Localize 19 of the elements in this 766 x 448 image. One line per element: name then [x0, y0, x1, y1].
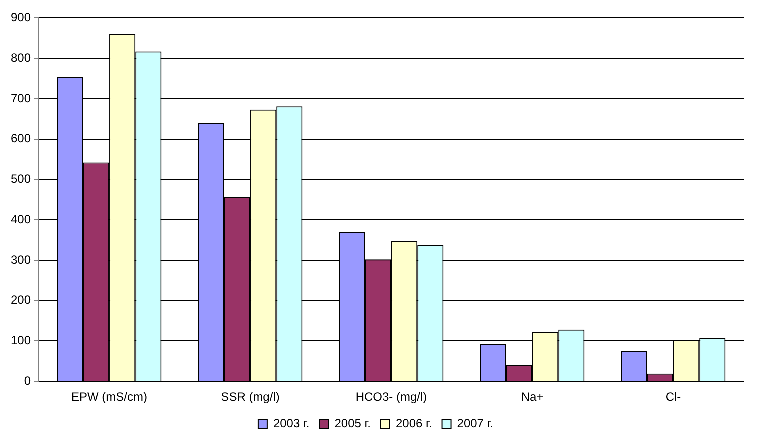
x-tick-label: SSR (mg/l) — [221, 390, 280, 404]
legend-label: 2006 г. — [396, 416, 432, 430]
legend-label: 2005 г. — [334, 416, 372, 430]
legend-label: 2007 г. — [457, 416, 494, 430]
x-tick-label: Cl- — [666, 390, 682, 404]
y-tick-label: 0 — [24, 374, 32, 388]
x-tick-label: HCO3- (mg/l) — [356, 390, 428, 404]
y-tick-label: 700 — [10, 91, 32, 106]
y-tick-label: 100 — [10, 334, 32, 348]
y-tick-label: 500 — [10, 172, 32, 186]
y-tick-label: 900 — [10, 10, 32, 25]
x-tick-label: EPW (mS/cm) — [72, 390, 148, 404]
y-tick-label: 300 — [10, 252, 32, 267]
legend-label: 2003 г. — [273, 416, 310, 430]
y-tick-label: 600 — [10, 132, 32, 146]
x-tick-label: Na+ — [521, 390, 544, 404]
y-tick-label: 400 — [10, 212, 32, 226]
y-tick-label: 800 — [10, 50, 32, 65]
y-tick-label: 200 — [10, 293, 32, 308]
